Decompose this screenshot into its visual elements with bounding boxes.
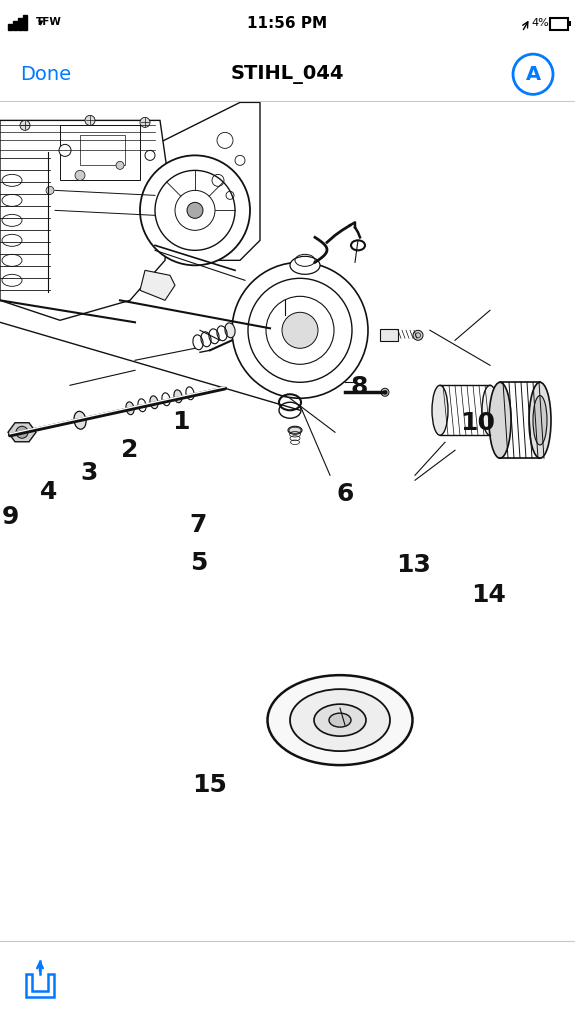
Circle shape (413, 331, 423, 340)
Polygon shape (140, 270, 175, 300)
Ellipse shape (267, 675, 412, 765)
Ellipse shape (290, 256, 320, 274)
Text: 13: 13 (397, 553, 431, 577)
Circle shape (140, 156, 250, 265)
Circle shape (116, 162, 124, 169)
Ellipse shape (533, 395, 547, 445)
Text: A: A (526, 65, 540, 84)
Ellipse shape (290, 689, 390, 752)
Ellipse shape (482, 385, 498, 435)
Ellipse shape (288, 426, 302, 434)
Bar (380, 330, 398, 341)
Circle shape (282, 312, 318, 348)
Circle shape (187, 203, 203, 218)
Circle shape (85, 116, 95, 125)
Ellipse shape (489, 382, 511, 459)
Ellipse shape (74, 412, 86, 429)
Bar (23, 15, 27, 30)
Text: 4: 4 (40, 480, 58, 504)
Circle shape (59, 144, 71, 157)
Text: 1: 1 (172, 411, 190, 434)
Ellipse shape (329, 713, 351, 727)
Ellipse shape (225, 323, 235, 338)
Text: Done: Done (20, 65, 71, 84)
Polygon shape (0, 121, 170, 321)
Ellipse shape (529, 382, 551, 459)
Bar (550, 18, 568, 30)
Circle shape (16, 426, 28, 438)
Text: STIHL_044: STIHL_044 (230, 65, 344, 84)
Bar (60, 125, 140, 180)
Circle shape (145, 151, 155, 161)
Polygon shape (8, 423, 36, 441)
Text: 6: 6 (336, 481, 354, 506)
Text: ▾: ▾ (38, 18, 44, 28)
Ellipse shape (126, 401, 134, 415)
Text: 2: 2 (121, 438, 138, 462)
Text: 4%: 4% (531, 18, 549, 28)
Text: 3: 3 (81, 461, 98, 484)
Text: TFW: TFW (36, 17, 62, 27)
Polygon shape (155, 102, 260, 260)
Ellipse shape (174, 390, 182, 402)
Circle shape (20, 121, 30, 130)
Circle shape (75, 170, 85, 180)
Text: 9: 9 (2, 505, 19, 529)
Bar (13, 22, 17, 30)
Circle shape (46, 186, 54, 195)
Text: 7: 7 (190, 513, 207, 538)
Text: 5: 5 (190, 551, 207, 575)
Bar (18, 18, 22, 30)
Text: 15: 15 (193, 773, 227, 797)
Circle shape (381, 388, 389, 396)
Text: 8: 8 (351, 375, 368, 399)
Ellipse shape (150, 396, 158, 409)
Text: 14: 14 (472, 583, 506, 607)
Bar (80, 135, 125, 165)
Text: 10: 10 (460, 412, 494, 435)
Bar (568, 22, 571, 26)
Circle shape (232, 262, 368, 398)
Bar (8, 24, 12, 30)
Circle shape (140, 118, 150, 127)
Text: 11:56 PM: 11:56 PM (247, 15, 327, 31)
Ellipse shape (314, 705, 366, 736)
Ellipse shape (432, 385, 448, 435)
